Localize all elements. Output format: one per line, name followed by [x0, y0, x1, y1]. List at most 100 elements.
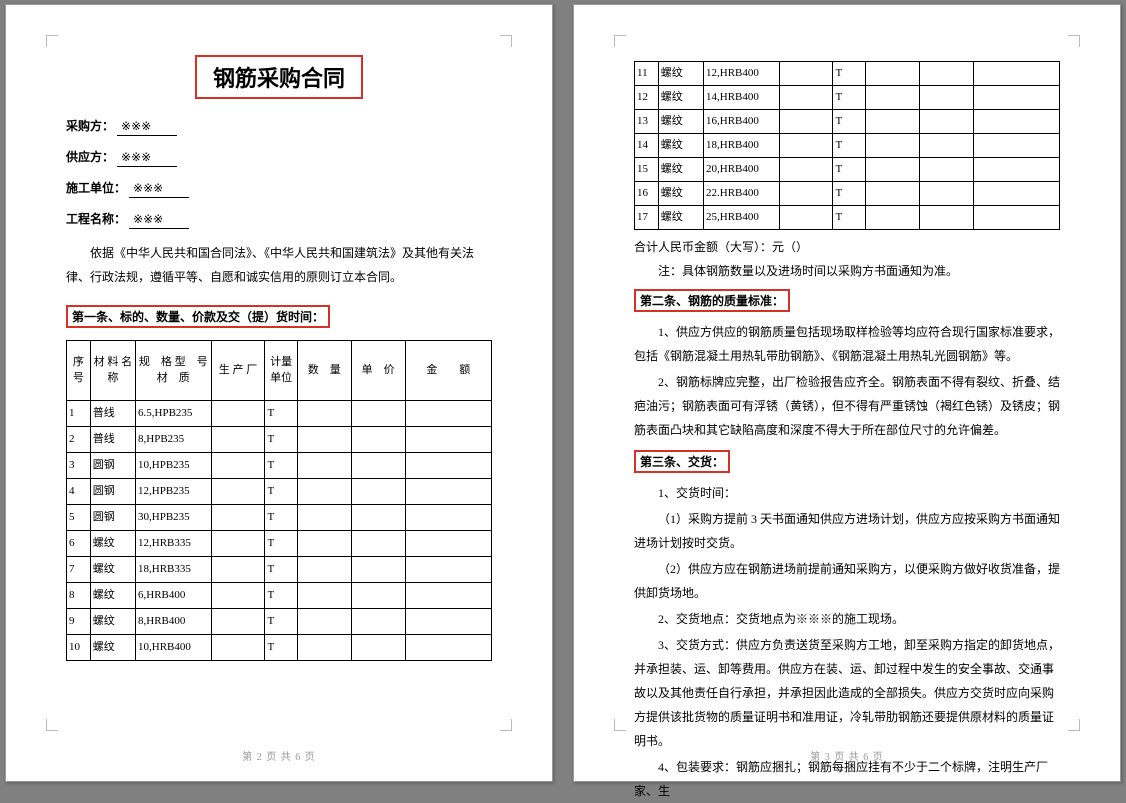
cell-amount: [973, 158, 1059, 182]
cell-factory: [779, 110, 833, 134]
cell-spec: 10,HRB400: [136, 635, 212, 661]
cell-seq: 13: [635, 110, 659, 134]
cell-unit: T: [833, 62, 865, 86]
cell-amount: [405, 453, 491, 479]
table-row: 16螺纹22.HRB400T: [635, 182, 1060, 206]
cell-amount: [405, 609, 491, 635]
section-3-p2: 2、交货地点：交货地点为※※※的施工现场。: [634, 607, 1060, 631]
cell-name: 螺纹: [658, 206, 703, 230]
supplier-field: 供应方： ※※※: [66, 148, 492, 167]
cell-qty: [297, 427, 351, 453]
cell-seq: 3: [67, 453, 91, 479]
cell-spec: 30,HPB235: [136, 505, 212, 531]
cell-qty: [865, 86, 919, 110]
buyer-value: ※※※: [117, 119, 177, 136]
cell-price: [351, 453, 405, 479]
page-1: 钢筋采购合同 采购方： ※※※ 供应方： ※※※ 施工单位： ※※※ 工程名称：…: [5, 4, 553, 782]
cell-spec: 10,HPB235: [136, 453, 212, 479]
cell-factory: [211, 401, 265, 427]
cell-unit: T: [265, 453, 297, 479]
table-row: 1普线6.5,HPB235T: [67, 401, 492, 427]
th-price: 单 价: [351, 341, 405, 401]
cell-unit: T: [265, 505, 297, 531]
cell-spec: 8,HPB235: [136, 427, 212, 453]
cell-factory: [211, 557, 265, 583]
cell-factory: [211, 583, 265, 609]
cell-amount: [405, 401, 491, 427]
cell-price: [351, 583, 405, 609]
cell-qty: [297, 453, 351, 479]
table-row: 5圆钢30,HPB235T: [67, 505, 492, 531]
page-number: 第 3 页 共 6 页: [574, 748, 1120, 763]
cell-seq: 11: [635, 62, 659, 86]
table-row: 15螺纹20,HRB400T: [635, 158, 1060, 182]
section-2-p2: 2、钢筋标牌应完整，出厂检验报告应齐全。钢筋表面不得有裂纹、折叠、结疤油污；钢筋…: [634, 370, 1060, 442]
cell-amount: [405, 583, 491, 609]
cell-factory: [211, 427, 265, 453]
th-amount: 金 额: [405, 341, 491, 401]
contractor-field: 施工单位： ※※※: [66, 179, 492, 198]
page-2: 11螺纹12,HRB400T12螺纹14,HRB400T13螺纹16,HRB40…: [573, 4, 1121, 782]
cell-unit: T: [833, 158, 865, 182]
cell-qty: [297, 609, 351, 635]
cell-name: 螺纹: [658, 182, 703, 206]
cell-name: 螺纹: [658, 134, 703, 158]
crop-mark: [614, 719, 626, 731]
cell-seq: 12: [635, 86, 659, 110]
cell-qty: [865, 206, 919, 230]
table-row: 9螺纹8,HRB400T: [67, 609, 492, 635]
section-3-p3: 3、交货方式：供应方负责送货至采购方工地，卸至采购方指定的卸货地点，并承担装、运…: [634, 633, 1060, 753]
cell-amount: [405, 479, 491, 505]
supplier-value: ※※※: [117, 150, 177, 167]
cell-spec: 20,HRB400: [704, 158, 780, 182]
cell-spec: 12,HPB235: [136, 479, 212, 505]
cell-price: [919, 206, 973, 230]
contractor-value: ※※※: [129, 181, 189, 198]
cell-name: 圆钢: [90, 505, 135, 531]
project-field: 工程名称： ※※※: [66, 210, 492, 229]
th-factory: 生 产 厂: [211, 341, 265, 401]
cell-unit: T: [265, 401, 297, 427]
table-row: 3圆钢10,HPB235T: [67, 453, 492, 479]
cell-factory: [211, 635, 265, 661]
cell-qty: [297, 401, 351, 427]
cell-factory: [211, 609, 265, 635]
cell-unit: T: [833, 182, 865, 206]
crop-mark: [1068, 35, 1080, 47]
cell-qty: [297, 531, 351, 557]
cell-spec: 14,HRB400: [704, 86, 780, 110]
cell-price: [351, 401, 405, 427]
cell-seq: 16: [635, 182, 659, 206]
section-3-heading: 第三条、交货：: [634, 450, 730, 473]
table-row: 17螺纹25,HRB400T: [635, 206, 1060, 230]
cell-price: [351, 531, 405, 557]
cell-seq: 9: [67, 609, 91, 635]
buyer-field: 采购方： ※※※: [66, 117, 492, 136]
th-spec: 规 格 型 号 材 质: [136, 341, 212, 401]
table-row: 6螺纹12,HRB335T: [67, 531, 492, 557]
document-title: 钢筋采购合同: [195, 55, 363, 99]
cell-spec: 25,HRB400: [704, 206, 780, 230]
cell-spec: 12,HRB400: [704, 62, 780, 86]
cell-price: [351, 635, 405, 661]
table-row: 2普线8,HPB235T: [67, 427, 492, 453]
th-name: 材 料 名 称: [90, 341, 135, 401]
cell-unit: T: [833, 134, 865, 158]
cell-amount: [405, 531, 491, 557]
cell-unit: T: [265, 609, 297, 635]
crop-mark: [1068, 719, 1080, 731]
supplier-label: 供应方：: [66, 150, 114, 164]
note-line: 注：具体钢筋数量以及进场时间以采购方书面通知为准。: [634, 259, 1060, 283]
cell-price: [351, 505, 405, 531]
cell-spec: 18,HRB400: [704, 134, 780, 158]
section-2-p1: 1、供应方供应的钢筋质量包括现场取样检验等均应符合现行国家标准要求，包括《钢筋混…: [634, 320, 1060, 368]
cell-amount: [405, 427, 491, 453]
project-label: 工程名称：: [66, 212, 126, 226]
cell-name: 螺纹: [658, 110, 703, 134]
cell-seq: 10: [67, 635, 91, 661]
cell-factory: [779, 62, 833, 86]
cell-spec: 12,HRB335: [136, 531, 212, 557]
cell-factory: [211, 531, 265, 557]
cell-unit: T: [833, 206, 865, 230]
cell-amount: [973, 206, 1059, 230]
